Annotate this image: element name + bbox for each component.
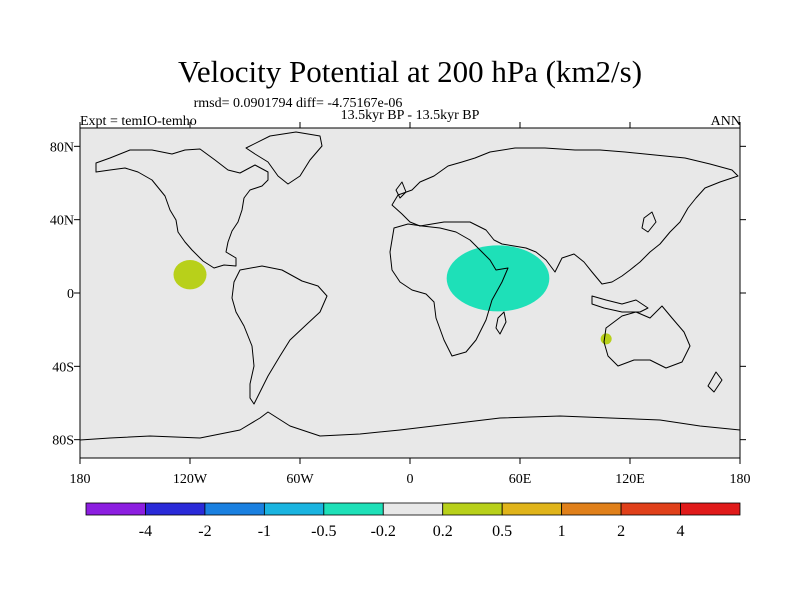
- axis-ticks: 180 120W 60W 0 60E 120E 180 80N 40N 0 40S 80S: [50, 122, 751, 487]
- colorbar-label-9: 4: [677, 523, 685, 540]
- x-tick-label-0: 180: [70, 472, 91, 487]
- x-tick-label-4: 60E: [509, 472, 532, 487]
- colorbar-label-7: 1: [558, 523, 566, 540]
- y-tick-label-2: 0: [67, 287, 74, 302]
- y-tick-label-1: 40N: [50, 214, 74, 229]
- coastline-south-america: [231, 265, 328, 405]
- anomaly-central-pacific-positive: [173, 260, 207, 290]
- anomaly-western-australia-positive: [600, 333, 612, 345]
- anomaly-east-africa-negative: [446, 245, 550, 312]
- colorbar-swatch-9: [620, 502, 681, 516]
- coastline-greenland: [245, 131, 323, 185]
- coastline-eurasia: [391, 147, 739, 285]
- colorbar-label-6: 0.5: [492, 523, 512, 540]
- period-label: 13.5kyr BP - 13.5kyr BP: [341, 108, 480, 123]
- colorbar-swatch-2: [204, 502, 265, 516]
- x-tick-label-5: 120E: [615, 472, 645, 487]
- y-tick-label-3: 40S: [52, 360, 74, 375]
- colorbar-swatch-8: [561, 502, 622, 516]
- colorbar-swatch-5: [382, 502, 444, 516]
- anomaly-layer: [173, 245, 612, 345]
- colorbar-swatch-1: [145, 502, 206, 516]
- coastline-japan: [641, 211, 657, 233]
- coastline-indonesia: [591, 295, 649, 313]
- chart-title: Velocity Potential at 200 hPa (km2/s): [178, 54, 642, 89]
- coastline-british-isles: [395, 181, 407, 199]
- colorbar-label-1: -2: [198, 523, 211, 540]
- coastline-antarctica: [80, 411, 740, 441]
- y-tick-label-4: 80S: [52, 434, 74, 449]
- x-tick-label-3: 0: [407, 472, 414, 487]
- x-tick-label-1: 120W: [173, 472, 208, 487]
- colorbar-swatch-3: [263, 502, 325, 516]
- colorbar-swatch-10: [680, 502, 741, 516]
- colorbar-swatch-4: [323, 502, 384, 516]
- stats-label: rmsd= 0.0901794 diff= -4.75167e-06: [194, 96, 403, 111]
- map-background: [80, 128, 740, 458]
- coastlines: [80, 131, 740, 441]
- season-label: ANN: [711, 114, 741, 129]
- coastline-north-america: [95, 148, 269, 269]
- coastline-australia: [603, 305, 691, 369]
- colorbar-swatch-6: [442, 502, 503, 516]
- coastline-madagascar: [495, 311, 507, 335]
- colorbar-swatch-7: [501, 502, 563, 516]
- colorbar-label-0: -4: [139, 523, 152, 540]
- colorbar-swatch-0: [85, 502, 146, 516]
- colorbar: -4 -2 -1 -0.5 -0.2 0.2 0.5 1 2 4: [85, 502, 741, 540]
- colorbar-label-2: -1: [258, 523, 271, 540]
- x-tick-label-2: 60W: [286, 472, 314, 487]
- coastline-new-zealand: [707, 371, 723, 393]
- colorbar-label-3: -0.5: [311, 523, 336, 540]
- y-tick-label-0: 80N: [50, 140, 74, 155]
- colorbar-label-5: 0.2: [433, 523, 453, 540]
- colorbar-label-8: 2: [617, 523, 625, 540]
- x-tick-label-6: 180: [730, 472, 751, 487]
- experiment-label: Expt = temIO-temho: [80, 114, 197, 129]
- coastline-africa: [389, 223, 509, 357]
- colorbar-label-4: -0.2: [371, 523, 396, 540]
